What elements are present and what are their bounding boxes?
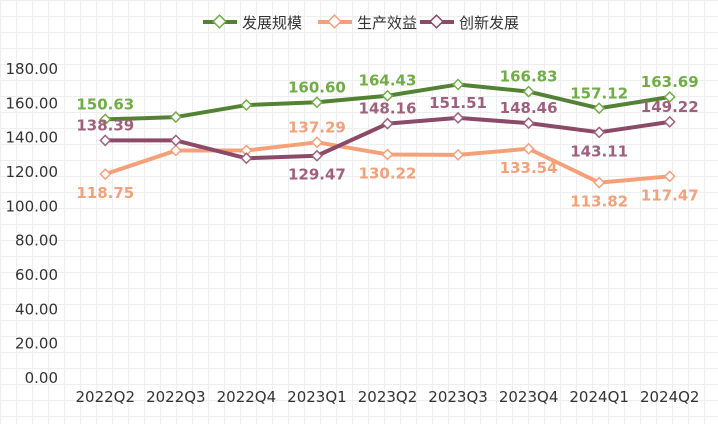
data-label: 148.46 [500, 99, 558, 117]
x-tick-label: 2023Q1 [287, 388, 347, 406]
legend-item-3: 创新发展 [420, 14, 519, 32]
data-point [99, 134, 112, 147]
data-point [522, 117, 535, 130]
data-point [310, 149, 323, 162]
data-point [381, 89, 394, 102]
data-point [310, 96, 323, 109]
data-point [663, 115, 676, 128]
data-point [169, 111, 182, 124]
data-label: 160.60 [288, 78, 346, 96]
data-label: 149.22 [641, 98, 699, 116]
x-tick-label: 2022Q2 [76, 388, 136, 406]
data-label: 133.54 [500, 159, 558, 177]
data-point [522, 85, 535, 98]
data-point [169, 134, 182, 147]
y-tick-label: 140.00 [6, 129, 59, 147]
y-tick-label: 80.00 [15, 232, 58, 250]
data-point [593, 126, 606, 139]
legend-label: 发展规模 [242, 14, 302, 32]
data-point [99, 168, 112, 181]
data-label: 138.39 [76, 116, 134, 134]
legend: 发展规模 生产效益 创新发展 [203, 14, 519, 32]
data-point [240, 152, 253, 165]
data-point [240, 99, 253, 112]
data-label: 151.51 [429, 94, 487, 112]
y-tick-label: 0.00 [25, 369, 58, 387]
data-label: 137.29 [288, 118, 346, 136]
data-labels: 150.63 160.60 164.43 166.83 157.12 163.69 118.… [76, 68, 698, 211]
legend-label: 生产效益 [357, 14, 417, 32]
data-label: 130.22 [359, 164, 417, 182]
data-point [593, 102, 606, 115]
data-label: 163.69 [641, 73, 699, 91]
legend-item-1: 发展规模 [203, 14, 302, 32]
data-point [381, 117, 394, 130]
series-markers [99, 78, 676, 189]
data-label: 164.43 [359, 72, 417, 90]
y-tick-label: 20.00 [15, 335, 58, 353]
x-tick-label: 2022Q3 [146, 388, 206, 406]
data-point [99, 113, 112, 126]
x-tick-label: 2022Q4 [217, 388, 277, 406]
legend-label: 创新发展 [459, 14, 519, 32]
data-point [663, 170, 676, 183]
data-label: 143.11 [570, 142, 628, 160]
y-tick-label: 160.00 [6, 94, 59, 112]
data-point [452, 111, 465, 124]
axes: 0.00 20.00 40.00 60.00 80.00 100.00 120.00 140.… [6, 60, 700, 406]
legend-item-2: 生产效益 [318, 14, 417, 32]
x-tick-label: 2024Q1 [569, 388, 629, 406]
y-tick-label: 60.00 [15, 266, 58, 284]
data-point [663, 90, 676, 104]
y-tick-label: 100.00 [6, 197, 59, 215]
data-point [310, 136, 323, 149]
data-label: 157.12 [570, 84, 628, 102]
data-point [381, 148, 394, 161]
y-tick-label: 180.00 [6, 60, 59, 78]
data-label: 129.47 [288, 166, 346, 184]
x-tick-label: 2023Q2 [358, 388, 418, 406]
data-point [169, 144, 182, 157]
data-point [452, 78, 465, 91]
data-label: 148.16 [359, 100, 417, 118]
data-label: 166.83 [500, 68, 558, 86]
x-tick-label: 2023Q3 [428, 388, 488, 406]
data-point [593, 176, 606, 189]
y-tick-label: 40.00 [15, 300, 58, 318]
y-tick-label: 120.00 [6, 163, 59, 181]
x-tick-label: 2023Q4 [499, 388, 559, 406]
data-label: 113.82 [570, 193, 628, 211]
data-label: 117.47 [641, 186, 699, 204]
data-point [522, 142, 535, 155]
data-label: 150.63 [76, 95, 134, 113]
data-point [240, 144, 253, 157]
data-label: 118.75 [76, 184, 134, 202]
data-point [452, 148, 465, 161]
x-tick-label: 2024Q2 [640, 388, 700, 406]
